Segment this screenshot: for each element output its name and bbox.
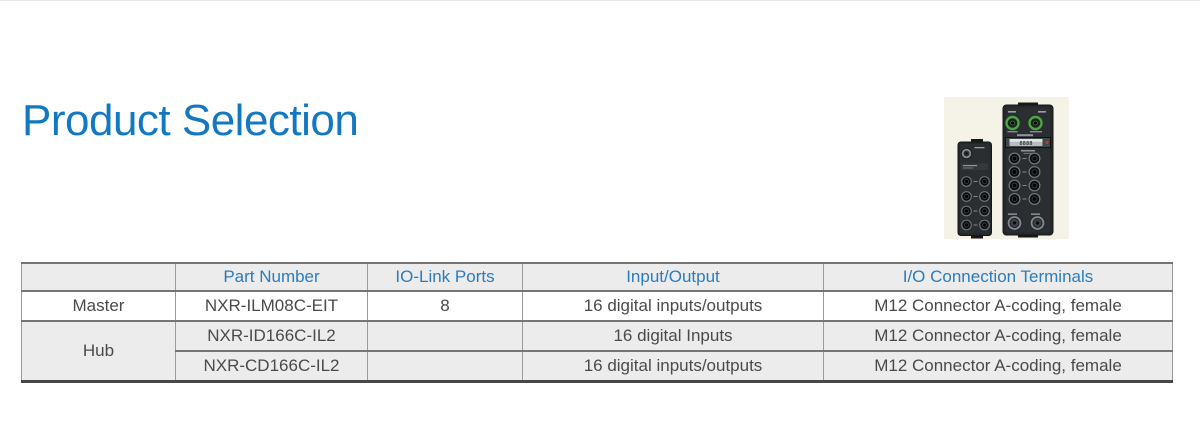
header-cell-input-output: Input/Output (522, 262, 824, 292)
product-selection-table: Part Number IO-Link Ports Input/Output I… (21, 262, 1173, 383)
cell-input-output: 16 digital inputs/outputs (522, 350, 824, 383)
cell-io-terminals: M12 Connector A-coding, female (823, 350, 1173, 383)
cell-io-link-ports (367, 350, 523, 383)
table-row-master: Master NXR-ILM08C-EIT 8 16 digital input… (21, 290, 1173, 322)
page-top-border (0, 0, 1200, 1)
master-device-image: 8888 (1002, 102, 1054, 238)
row-group-label-hub: Hub (21, 320, 176, 383)
cell-part-number: NXR-ID166C-IL2 (175, 320, 368, 352)
cell-input-output: 16 digital Inputs (522, 320, 824, 352)
cell-io-terminals: M12 Connector A-coding, female (823, 290, 1173, 322)
hub-device-image (957, 139, 992, 239)
product-photo: 8888 (944, 97, 1069, 239)
cell-part-number: NXR-CD166C-IL2 (175, 350, 368, 383)
io-link-devices-illustration: 8888 (957, 102, 1054, 239)
table-header-row: Part Number IO-Link Ports Input/Output I… (21, 262, 1173, 292)
cell-io-link-ports (367, 320, 523, 352)
cell-input-output: 16 digital inputs/outputs (522, 290, 824, 322)
page-title: Product Selection (22, 96, 359, 145)
table-row-hub-1: Hub NXR-ID166C-IL2 16 digital Inputs M12… (21, 320, 1173, 383)
header-cell-io-link-ports: IO-Link Ports (367, 262, 523, 292)
header-cell-part-number: Part Number (175, 262, 368, 292)
header-cell-blank (21, 262, 176, 292)
device-display: 8888 (1019, 141, 1032, 147)
table-row-hub-2: NXR-CD166C-IL2 16 digital inputs/outputs… (22, 350, 1173, 383)
cell-part-number: NXR-ILM08C-EIT (175, 290, 368, 322)
cell-io-terminals: M12 Connector A-coding, female (823, 320, 1173, 352)
row-group-label-master: Master (21, 290, 176, 322)
header-cell-io-connection-terminals: I/O Connection Terminals (823, 262, 1173, 292)
cell-io-link-ports: 8 (367, 290, 523, 322)
